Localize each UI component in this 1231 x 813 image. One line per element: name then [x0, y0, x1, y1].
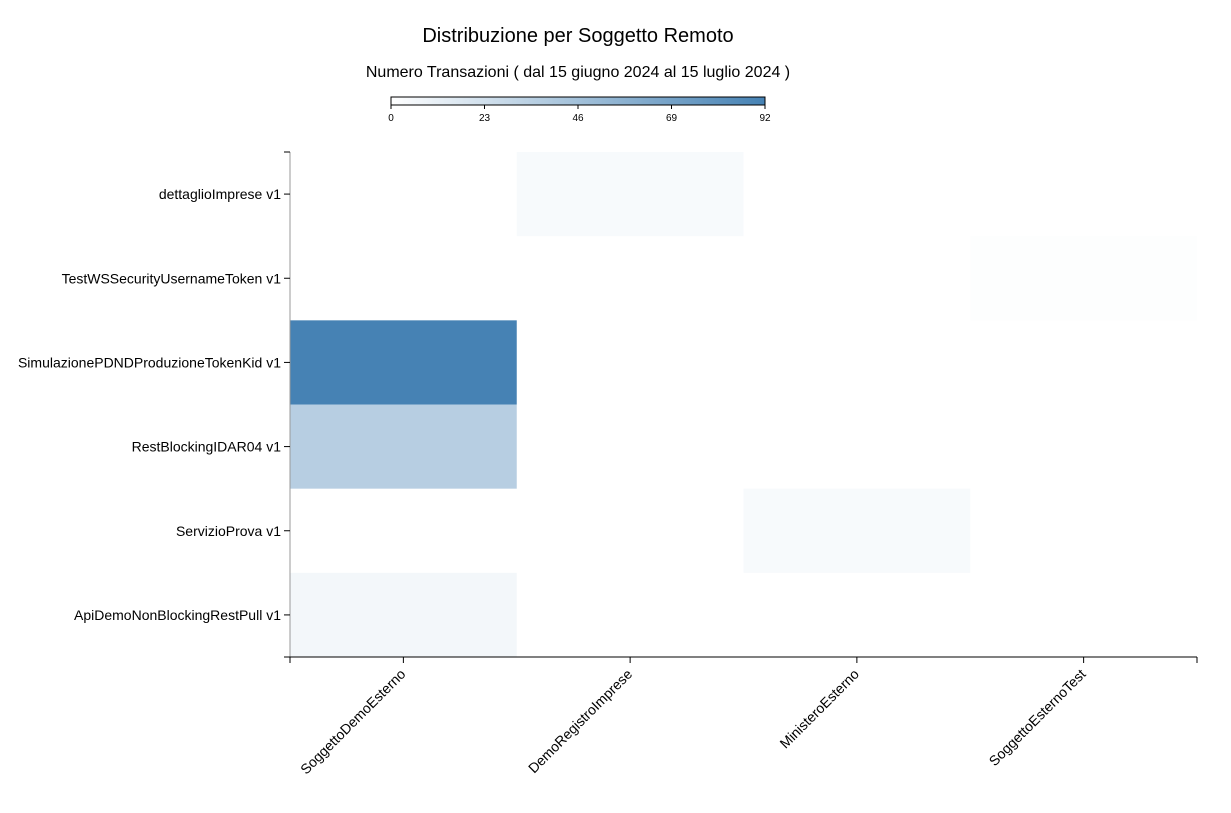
chart-title: Distribuzione per Soggetto Remoto [422, 25, 733, 47]
x-tick-label: SoggettoDemoEsterno [297, 666, 409, 778]
heatmap-cell-restblockingidar04-v1-soggettodemoesterno[interactable] [290, 404, 517, 489]
colorbar-ticks: 0 23 46 69 92 [388, 105, 771, 124]
chart-subtitle: Numero Transazioni ( dal 15 giugno 2024 … [366, 64, 790, 81]
colorbar-tick-label: 46 [572, 113, 584, 124]
x-axis: SoggettoDemoEsterno DemoRegistroImprese Mi… [297, 657, 1089, 777]
heatmap-cell-apidemononblockingrestpull-v1-soggettodemoesterno[interactable] [290, 572, 517, 657]
heatmap-cell-simulazionepdndproduzionetokenkid-v1-soggettodemoesterno[interactable] [290, 320, 517, 405]
colorbar-tick-label: 69 [666, 113, 678, 124]
colorbar-legend: 0 23 46 69 92 [388, 96, 771, 124]
colorbar [390, 96, 766, 106]
y-tick-label: RestBlockingIDAR04 v1 [132, 439, 282, 455]
x-tick-label: SoggettoEsternoTest [986, 666, 1089, 769]
colorbar-tick-label: 23 [479, 113, 491, 124]
heatmap-cell-servizioprova-v1-ministeroesterno[interactable] [743, 488, 971, 573]
y-tick-label: TestWSSecurityUsernameToken v1 [62, 270, 282, 286]
heatmap-cell-testwssecurityusernametoken-v1-soggettoesternotest[interactable] [970, 236, 1197, 321]
y-axis: dettaglioImprese v1 TestWSSecurityUsernam… [18, 186, 290, 623]
heatmap-cell-dettaglioimprese-v1-demoregistroimprese[interactable] [516, 152, 744, 237]
x-tick-label: DemoRegistroImprese [525, 666, 635, 776]
x-tick-label: MinisteroEsterno [776, 666, 862, 752]
heatmap-cells [290, 152, 1197, 657]
y-tick-label: ApiDemoNonBlockingRestPull v1 [74, 607, 281, 623]
y-tick-label: dettaglioImprese v1 [159, 186, 281, 202]
colorbar-tick-label: 0 [388, 113, 394, 124]
y-tick-label: ServizioProva v1 [176, 523, 281, 539]
colorbar-tick-label: 92 [759, 113, 771, 124]
y-tick-label: SimulazionePDNDProduzioneTokenKid v1 [18, 354, 281, 370]
